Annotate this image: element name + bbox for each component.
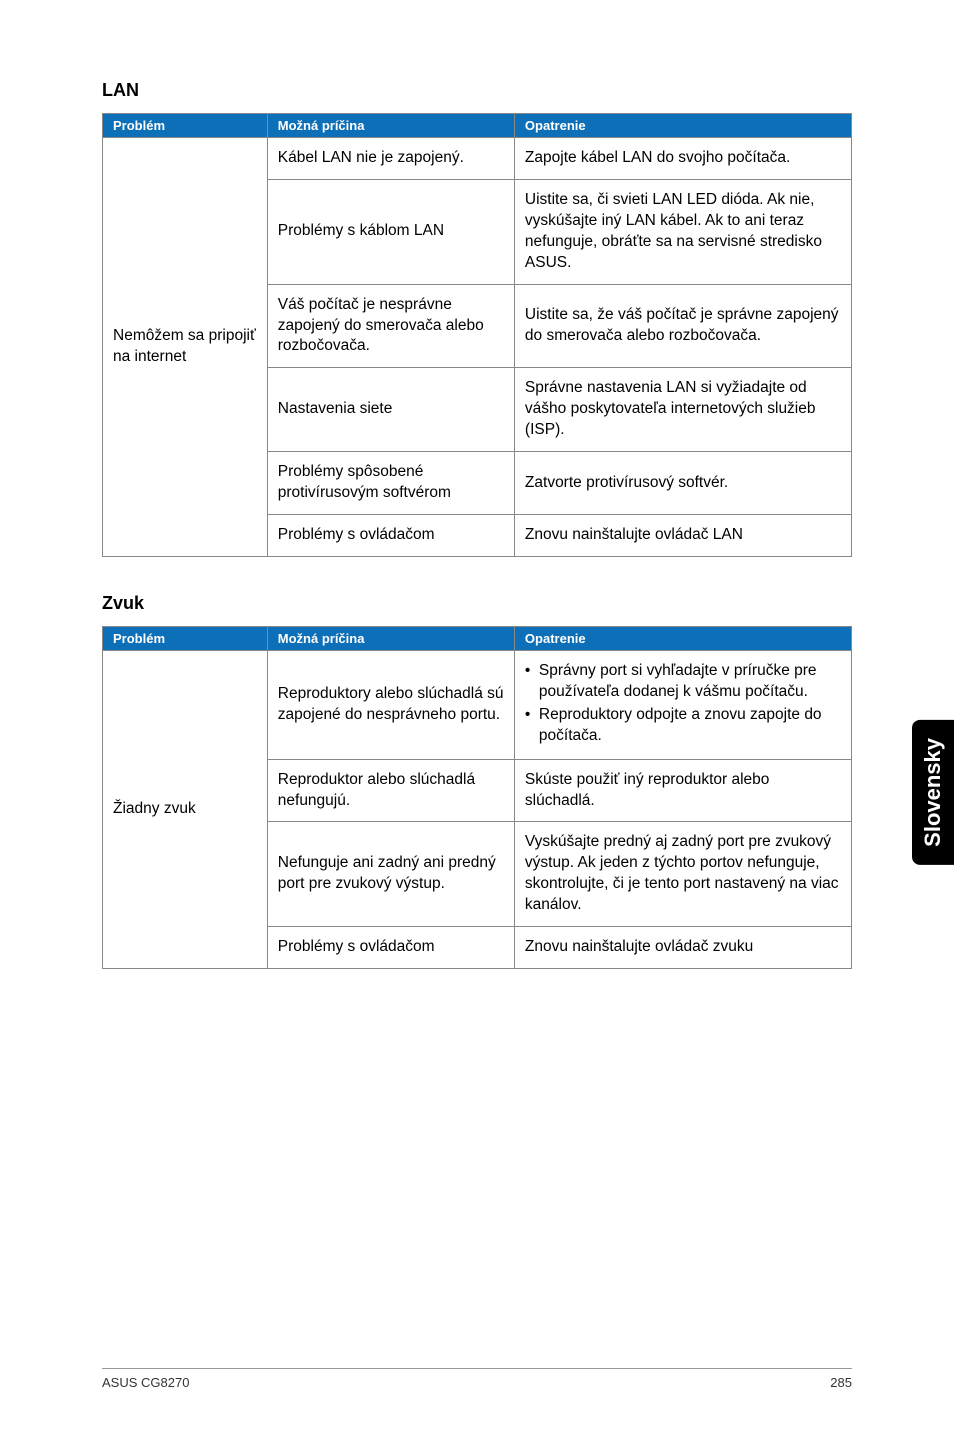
zvuk-cause-3: Problémy s ovládačom [267, 927, 514, 969]
zvuk-cause-2: Nefunguje ani zadný ani predný port pre … [267, 822, 514, 927]
lan-heading: LAN [102, 80, 852, 101]
lan-cause-1: Problémy s káblom LAN [267, 179, 514, 284]
lan-col-problem: Problém [103, 114, 268, 138]
footer-page-number: 285 [830, 1375, 852, 1390]
zvuk-action-0-item-0: Správny port si vyhľadajte v príručke pr… [525, 661, 841, 703]
lan-col-cause: Možná príčina [267, 114, 514, 138]
lan-action-2: Uistite sa, že váš počítač je správne za… [514, 284, 851, 368]
lan-cause-0: Kábel LAN nie je zapojený. [267, 138, 514, 180]
lan-action-1: Uistite sa, či svieti LAN LED dióda. Ak … [514, 179, 851, 284]
lan-col-action: Opatrenie [514, 114, 851, 138]
lan-action-3: Správne nastavenia LAN si vyžiadajte od … [514, 368, 851, 452]
lan-cause-2: Váš počítač je nesprávne zapojený do sme… [267, 284, 514, 368]
lan-cause-3: Nastavenia siete [267, 368, 514, 452]
zvuk-table: Problém Možná príčina Opatrenie Žiadny z… [102, 626, 852, 969]
table-row: Nemôžem sa pripojiť na internet Kábel LA… [103, 138, 852, 180]
zvuk-col-problem: Problém [103, 626, 268, 650]
language-side-tab: Slovensky [912, 720, 954, 865]
zvuk-heading: Zvuk [102, 593, 852, 614]
zvuk-action-1: Skúste použiť iný reproduktor alebo slúc… [514, 759, 851, 822]
lan-action-4: Zatvorte protivírusový softvér. [514, 452, 851, 515]
lan-table: Problém Možná príčina Opatrenie Nemôžem … [102, 113, 852, 557]
zvuk-action-3: Znovu nainštalujte ovládač zvuku [514, 927, 851, 969]
lan-cause-4: Problémy spôsobené protivírusovým softvé… [267, 452, 514, 515]
zvuk-cause-1: Reproduktor alebo slúchadlá nefungujú. [267, 759, 514, 822]
zvuk-problem-cell: Žiadny zvuk [103, 650, 268, 968]
page-footer: ASUS CG8270 285 [102, 1368, 852, 1390]
zvuk-col-cause: Možná príčina [267, 626, 514, 650]
zvuk-cause-0: Reproduktory alebo slúchadlá sú zapojené… [267, 650, 514, 759]
footer-product: ASUS CG8270 [102, 1375, 189, 1390]
lan-problem-cell: Nemôžem sa pripojiť na internet [103, 138, 268, 557]
lan-cause-5: Problémy s ovládačom [267, 514, 514, 556]
zvuk-action-0-item-1: Reproduktory odpojte a znovu zapojte do … [525, 705, 841, 747]
lan-action-5: Znovu nainštalujte ovládač LAN [514, 514, 851, 556]
zvuk-col-action: Opatrenie [514, 626, 851, 650]
lan-action-0: Zapojte kábel LAN do svojho počítača. [514, 138, 851, 180]
zvuk-action-0: Správny port si vyhľadajte v príručke pr… [514, 650, 851, 759]
table-row: Žiadny zvuk Reproduktory alebo slúchadlá… [103, 650, 852, 759]
zvuk-action-2: Vyskúšajte predný aj zadný port pre zvuk… [514, 822, 851, 927]
